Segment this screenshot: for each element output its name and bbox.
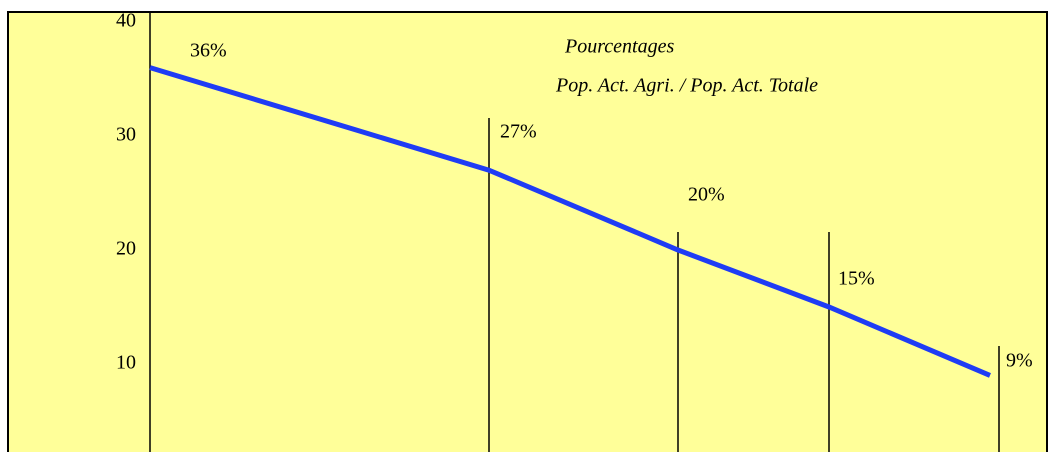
y-tick-label: 20: [116, 238, 136, 260]
data-label: 15%: [838, 268, 875, 290]
data-label: 20%: [688, 184, 725, 206]
y-tick-label: 10: [116, 352, 136, 374]
data-label: 9%: [1006, 350, 1033, 372]
line: [149, 65, 991, 378]
y-tick-label: 30: [116, 124, 136, 146]
annotation: Pourcentages: [564, 36, 674, 58]
annotation: Pop. Act. Agri. / Pop. Act. Totale: [555, 75, 818, 97]
plot-frame: [7, 11, 1048, 452]
data-label: 27%: [500, 121, 537, 143]
y-tick-label: 40: [116, 10, 136, 32]
data-label: 36%: [190, 40, 227, 62]
